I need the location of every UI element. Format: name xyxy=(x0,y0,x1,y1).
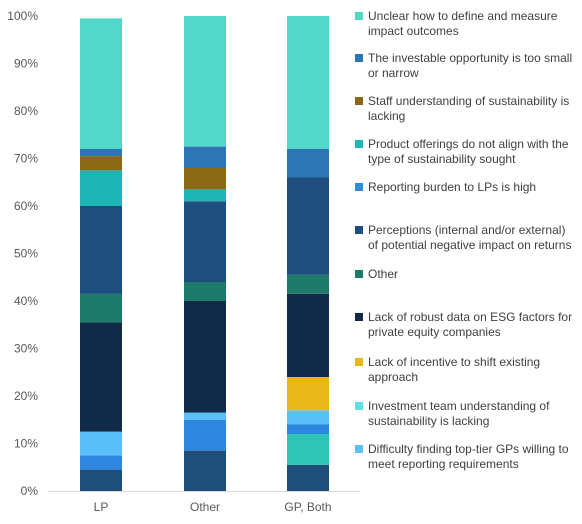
legend-swatch xyxy=(355,140,363,148)
bar-segment xyxy=(184,282,226,301)
bar-segment xyxy=(184,168,226,190)
legend-swatch xyxy=(355,97,363,105)
bar-segment xyxy=(80,469,122,491)
bar-segment xyxy=(80,322,122,432)
bar-segment xyxy=(287,16,329,149)
legend-swatch xyxy=(355,270,363,278)
bar-segment xyxy=(287,293,329,377)
y-tick-label: 60% xyxy=(14,199,38,213)
bar-segment xyxy=(184,301,226,413)
legend-label: Product offerings do not align with the t… xyxy=(368,137,569,166)
x-category-label: LP xyxy=(94,500,109,514)
bar-segment xyxy=(80,431,122,456)
bar-segment xyxy=(287,410,329,425)
bar-segment xyxy=(287,464,329,491)
y-tick-label: 100% xyxy=(7,9,38,23)
legend-label: Difficulty finding top-tier GPs willing … xyxy=(368,442,569,471)
legend-swatch xyxy=(355,445,363,453)
y-tick-label: 40% xyxy=(14,294,38,308)
legend-swatch xyxy=(355,226,363,234)
bar-segment xyxy=(287,377,329,411)
bar-segment xyxy=(184,146,226,168)
bar-segment xyxy=(184,419,226,451)
y-tick-label: 70% xyxy=(14,152,38,166)
legend-label: Other xyxy=(368,267,398,281)
legend-swatch xyxy=(355,183,363,191)
bar-segment xyxy=(184,189,226,202)
legend-swatch xyxy=(355,402,363,410)
bar-segment xyxy=(80,156,122,171)
legend-label: Perceptions (internal and/or external) of… xyxy=(368,223,571,252)
legend-label: Staff understanding of sustainability is… xyxy=(368,94,569,123)
y-tick-label: 30% xyxy=(14,342,38,356)
bar-segment xyxy=(80,18,122,149)
y-tick-label: 10% xyxy=(14,437,38,451)
bar-segment xyxy=(184,201,226,282)
bar-segment xyxy=(287,274,329,294)
bar-segment xyxy=(80,170,122,206)
y-tick-label: 0% xyxy=(21,484,39,498)
bar-segment xyxy=(287,424,329,434)
x-category-label: Other xyxy=(190,500,220,514)
bar-segment xyxy=(287,177,329,275)
legend-label: Lack of robust data on ESG factors for pr… xyxy=(368,310,572,339)
legend-label: The investable opportunity is too small o… xyxy=(368,51,572,80)
bar-segment xyxy=(184,450,226,491)
bar-segment xyxy=(287,149,329,178)
legend-swatch xyxy=(355,12,363,20)
y-tick-label: 80% xyxy=(14,104,38,118)
bar-segment xyxy=(184,16,226,147)
x-category-label: GP, Both xyxy=(284,500,331,514)
legend-swatch xyxy=(355,54,363,62)
legend-label: Lack of incentive to shift existing appro… xyxy=(368,355,540,384)
legend-swatch xyxy=(355,313,363,321)
legend-label: Investment team understanding of sustaina… xyxy=(368,399,550,428)
bar-segment xyxy=(184,412,226,420)
y-tick-label: 20% xyxy=(14,389,38,403)
legend-label: Reporting burden to LPs is high xyxy=(368,180,536,194)
legend-label: Unclear how to define and measure impact … xyxy=(368,9,558,38)
bar-segment xyxy=(80,206,122,294)
bar-segment xyxy=(80,455,122,470)
y-tick-label: 50% xyxy=(14,247,38,261)
bar-segment xyxy=(287,434,329,465)
bar-segment xyxy=(80,149,122,157)
bar-segment xyxy=(80,293,122,323)
legend-swatch xyxy=(355,358,363,366)
y-tick-label: 90% xyxy=(14,57,38,71)
